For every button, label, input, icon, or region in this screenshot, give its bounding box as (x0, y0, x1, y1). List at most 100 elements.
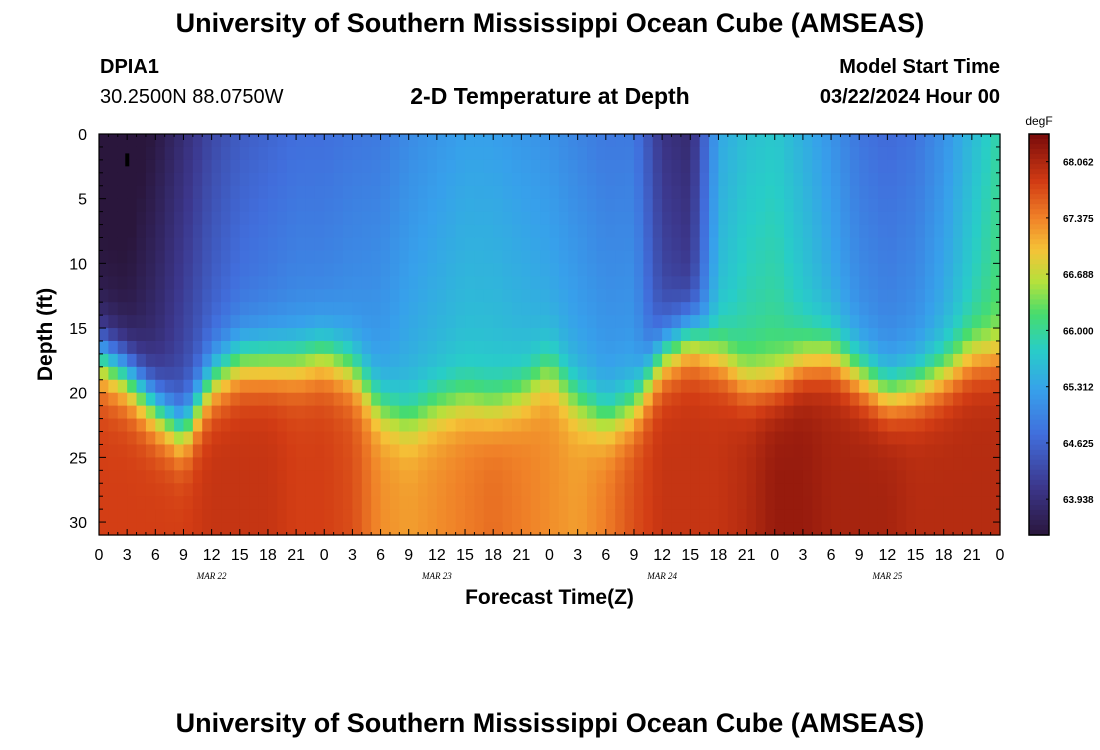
heatmap-cell (615, 159, 626, 174)
heatmap-cell (286, 470, 297, 484)
heatmap-cell (521, 470, 532, 484)
heatmap-cell (99, 276, 109, 290)
heatmap-cell (755, 392, 766, 407)
heatmap-cell (577, 250, 588, 264)
heatmap-cell (389, 431, 400, 446)
heatmap-cell (737, 172, 748, 187)
heatmap-cell (408, 405, 419, 420)
heatmap-cell (877, 172, 888, 187)
heatmap-cell (286, 418, 297, 433)
heatmap-cell (615, 483, 626, 497)
heatmap-cell (596, 276, 607, 290)
heatmap-cell (286, 353, 297, 368)
heatmap-cell (868, 263, 879, 277)
heatmap-cell (624, 366, 635, 381)
heatmap-cell (971, 263, 982, 277)
heatmap-cell (502, 431, 513, 446)
heatmap-cell (699, 366, 710, 381)
heatmap-cell (971, 134, 982, 148)
heatmap-cell (136, 418, 147, 433)
heatmap-cell (286, 496, 297, 510)
heatmap-cell (587, 302, 598, 316)
heatmap-cell (924, 224, 935, 239)
x-axis-label: Forecast Time(Z) (465, 586, 634, 609)
colorbar-tick-label: 66.000 (1063, 326, 1094, 337)
heatmap-cell (709, 379, 720, 394)
heatmap-cell (868, 289, 879, 303)
heatmap-cell (709, 302, 720, 316)
heatmap-cell (361, 237, 372, 252)
heatmap-cell (727, 315, 738, 329)
heatmap-cell (174, 470, 185, 484)
heatmap-cell (343, 302, 354, 316)
heatmap-cell (314, 328, 325, 342)
heatmap-cell (305, 444, 316, 458)
heatmap-cell (971, 418, 982, 433)
heatmap-cell (136, 496, 147, 510)
heatmap-cell (418, 496, 429, 510)
heatmap-cell (333, 198, 344, 213)
heatmap-cell (877, 444, 888, 458)
heatmap-cell (530, 185, 541, 200)
heatmap-cell (427, 315, 438, 329)
heatmap-cell (286, 405, 297, 420)
heatmap-cell (99, 224, 109, 239)
heatmap-cell (859, 418, 870, 433)
heatmap-cell (380, 496, 391, 510)
heatmap-cell (934, 328, 945, 342)
heatmap-cell (859, 315, 870, 329)
heatmap-cell (371, 470, 382, 484)
heatmap-cell (652, 470, 663, 484)
heatmap-cell (859, 302, 870, 316)
heatmap-cell (990, 276, 1001, 290)
heatmap-cell (267, 134, 278, 148)
heatmap-cell (652, 198, 663, 213)
heatmap-cell (953, 237, 964, 252)
colorbar-segment (1029, 379, 1049, 386)
heatmap-cell (840, 263, 851, 277)
heatmap-cell (577, 276, 588, 290)
heatmap-cell (174, 328, 185, 342)
heatmap-cell (549, 522, 560, 536)
heatmap-cell (690, 237, 701, 252)
heatmap-cell (211, 470, 222, 484)
heatmap-cell (971, 483, 982, 497)
heatmap-cell (924, 366, 935, 381)
heatmap-cell (887, 263, 898, 277)
heatmap-cell (652, 340, 663, 355)
heatmap-cell (465, 263, 476, 277)
heatmap-cell (183, 470, 194, 484)
heatmap-cell (211, 211, 222, 226)
heatmap-cell (765, 509, 776, 523)
x-tick-label: 3 (123, 547, 132, 564)
heatmap-cell (840, 444, 851, 458)
heatmap-cell (934, 457, 945, 471)
heatmap-cell (558, 340, 569, 355)
heatmap-cell (371, 392, 382, 407)
heatmap-cell (352, 483, 363, 497)
heatmap-cell (502, 418, 513, 433)
heatmap-cell (155, 353, 166, 368)
heatmap-cell (117, 431, 128, 446)
heatmap-cell (286, 431, 297, 446)
heatmap-cell (915, 224, 926, 239)
heatmap-cell (633, 237, 644, 252)
x-tick-label: 15 (231, 547, 249, 564)
heatmap-cell (314, 289, 325, 303)
heatmap-cell (690, 405, 701, 420)
heatmap-cell (633, 444, 644, 458)
heatmap-cell (136, 444, 147, 458)
heatmap-cell (108, 172, 119, 187)
heatmap-cell (540, 366, 551, 381)
heatmap-cell (840, 328, 851, 342)
heatmap-cell (277, 353, 288, 368)
heatmap-cell (258, 483, 269, 497)
heatmap-cell (718, 211, 729, 226)
heatmap-cell (924, 522, 935, 536)
heatmap-cell (849, 237, 860, 252)
heatmap-cell (446, 211, 457, 226)
heatmap-cell (774, 172, 785, 187)
heatmap-cell (343, 198, 354, 213)
heatmap-cell (953, 302, 964, 316)
heatmap-cell (568, 211, 579, 226)
